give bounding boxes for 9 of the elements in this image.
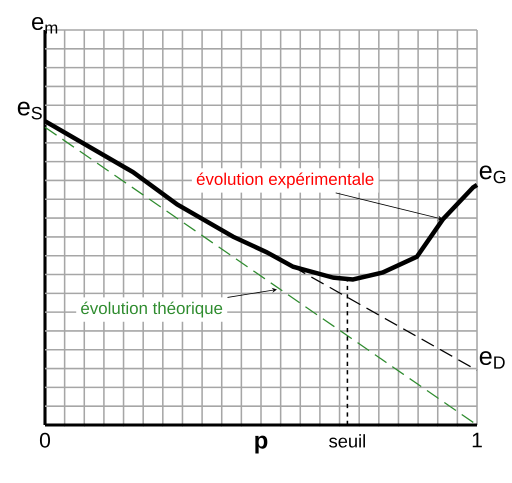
annotation: e$_{G}$ — [480, 165, 506, 184]
annotation: e$_{D}$ — [480, 351, 505, 369]
x-axis-title: p — [255, 436, 268, 454]
annotation: e$_{S}$ — [18, 102, 42, 120]
x-tick-label: 1 — [472, 432, 482, 448]
x-tick-label: 0 — [40, 432, 50, 448]
ref-line-label: seuil — [329, 434, 365, 448]
annotation: évolution théorique — [81, 302, 222, 318]
annotation: évolution expérimentale — [196, 172, 374, 188]
